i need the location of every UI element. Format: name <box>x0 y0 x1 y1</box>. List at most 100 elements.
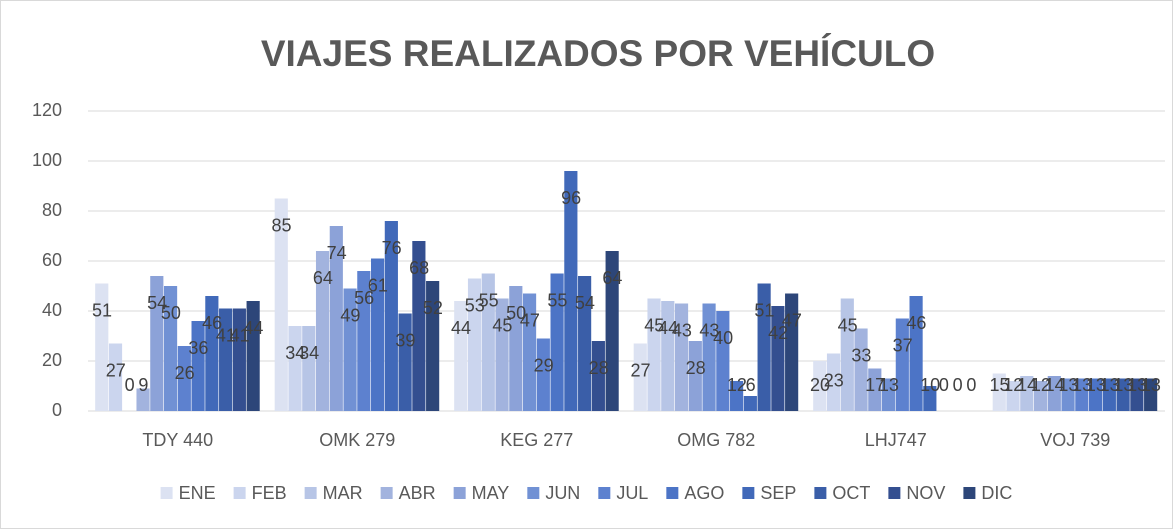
bar <box>605 251 619 411</box>
bar <box>716 311 730 411</box>
data-label: 34 <box>299 343 319 363</box>
bar <box>1006 381 1020 411</box>
bar <box>274 198 288 411</box>
data-label: 41 <box>230 325 250 345</box>
data-label: 0 <box>953 375 963 395</box>
bar <box>688 341 702 411</box>
bar <box>1089 378 1103 411</box>
x-tick-label: LHJ747 <box>865 430 927 450</box>
data-label: 13 <box>1127 375 1147 395</box>
bar <box>785 293 799 411</box>
legend-swatch <box>814 487 827 499</box>
legend-swatch <box>160 487 173 499</box>
legend-swatch <box>963 487 976 499</box>
chart-title: VIAJES REALIZADOS POR VEHÍCULO <box>261 33 935 74</box>
data-label: 0 <box>939 375 949 395</box>
data-label: 43 <box>699 320 719 340</box>
bar <box>426 281 440 411</box>
data-label: 51 <box>92 300 112 320</box>
bar <box>536 338 550 411</box>
bar <box>895 318 909 411</box>
bar <box>95 283 109 411</box>
x-tick-label: TDY 440 <box>142 430 213 450</box>
x-tick-label: OMG 782 <box>677 430 755 450</box>
bar <box>1020 376 1034 411</box>
data-label: 96 <box>561 188 581 208</box>
y-tick-label: 60 <box>42 250 62 270</box>
bar <box>1144 378 1158 411</box>
legend-label: NOV <box>906 483 945 503</box>
data-label: 64 <box>313 268 333 288</box>
data-label: 45 <box>492 315 512 335</box>
bar <box>868 368 882 411</box>
bar <box>205 296 219 411</box>
bar <box>191 321 205 411</box>
bar <box>578 276 592 411</box>
bar <box>674 303 689 411</box>
data-label: 47 <box>520 310 540 330</box>
bar <box>743 396 757 411</box>
bar <box>564 171 578 411</box>
bar <box>522 293 537 411</box>
bar <box>108 343 123 411</box>
legend-label: MAY <box>472 483 510 503</box>
y-tick-label: 20 <box>42 350 62 370</box>
bar <box>315 251 330 411</box>
legend-label: FEB <box>252 483 287 503</box>
bar <box>1061 378 1075 411</box>
bar <box>288 326 302 411</box>
bar <box>661 301 675 411</box>
bar <box>384 221 398 411</box>
data-label: 44 <box>451 318 471 338</box>
data-label: 29 <box>534 355 554 375</box>
data-label: 9 <box>138 375 148 395</box>
bar <box>343 288 357 411</box>
bar <box>813 361 827 411</box>
bar <box>454 301 468 411</box>
legend-label: JUL <box>616 483 648 503</box>
legend-swatch <box>742 487 755 499</box>
data-label: 46 <box>202 313 222 333</box>
bar <box>163 286 178 411</box>
bar <box>840 298 854 411</box>
data-label: 55 <box>547 290 567 310</box>
legend-swatch <box>453 487 466 499</box>
legend-swatch <box>598 487 611 499</box>
legend-swatch <box>380 487 393 499</box>
bar <box>481 273 495 411</box>
bar <box>909 296 923 411</box>
data-label: 42 <box>768 323 788 343</box>
bar <box>1033 381 1048 411</box>
bar <box>1130 378 1144 411</box>
data-label: 12 <box>727 375 747 395</box>
data-label: 43 <box>672 320 692 340</box>
data-label: 51 <box>754 300 774 320</box>
legend-swatch <box>233 487 246 499</box>
data-label: 13 <box>1058 375 1078 395</box>
legend-label: ABR <box>399 483 436 503</box>
bar <box>150 276 164 411</box>
legend-label: ENE <box>179 483 216 503</box>
bar <box>246 301 260 411</box>
bar <box>357 271 371 411</box>
x-tick-label: VOJ 739 <box>1040 430 1110 450</box>
data-label: 37 <box>893 335 913 355</box>
data-label: 44 <box>658 318 678 338</box>
data-label: 0 <box>125 375 135 395</box>
bar <box>771 306 785 411</box>
legend-label: MAR <box>323 483 363 503</box>
bar <box>232 308 246 411</box>
bar <box>591 341 605 411</box>
data-label: 13 <box>1141 375 1161 395</box>
data-label: 23 <box>824 370 844 390</box>
y-tick-label: 100 <box>32 150 62 170</box>
data-label: 17 <box>865 375 885 395</box>
data-label: 54 <box>147 293 167 313</box>
data-label: 26 <box>175 363 195 383</box>
data-label: 64 <box>602 268 622 288</box>
data-label: 13 <box>1086 375 1106 395</box>
data-label: 14 <box>1045 375 1065 395</box>
data-label: 41 <box>216 325 236 345</box>
